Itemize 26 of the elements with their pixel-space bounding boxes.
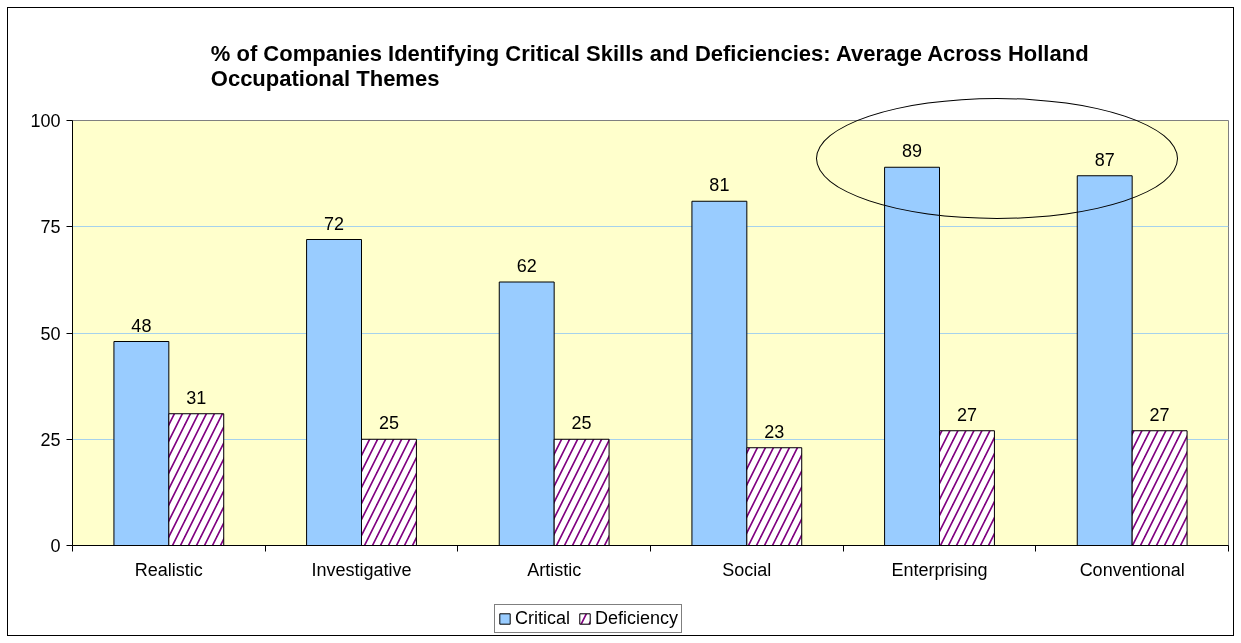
data-label: 89 bbox=[902, 141, 923, 162]
y-tick-label: 0 bbox=[50, 536, 61, 556]
chart-title: % of Companies Identifying Critical Skills and Deficiencies: Average Across Holland Occupational Themes bbox=[210, 40, 1089, 91]
data-label: 31 bbox=[186, 387, 207, 408]
y-tick-label: 25 bbox=[40, 429, 61, 450]
y-tick-label: 50 bbox=[40, 323, 61, 344]
data-label: 48 bbox=[131, 315, 152, 336]
data-label: 27 bbox=[1149, 404, 1170, 425]
x-tick-label: Realistic bbox=[134, 559, 203, 580]
data-label: 72 bbox=[324, 213, 345, 234]
data-label: 87 bbox=[1094, 149, 1115, 170]
data-label: 62 bbox=[516, 256, 537, 276]
y-tick-label: 100 bbox=[30, 111, 61, 131]
data-label: 25 bbox=[378, 413, 399, 434]
data-label: 81 bbox=[709, 175, 730, 196]
x-tick-label: Conventional bbox=[1079, 559, 1185, 580]
data-label: 23 bbox=[764, 421, 785, 442]
x-tick-label: Investigative bbox=[311, 559, 412, 580]
x-tick-label: Social bbox=[722, 559, 772, 580]
legend-label: Deficiency bbox=[595, 608, 679, 629]
legend-label: Critical bbox=[515, 608, 571, 629]
y-tick-label: 75 bbox=[40, 217, 61, 238]
x-tick-label: Enterprising bbox=[891, 559, 988, 580]
data-label: 25 bbox=[571, 413, 592, 434]
x-tick-label: Artistic bbox=[527, 559, 582, 580]
data-label: 27 bbox=[956, 404, 977, 425]
